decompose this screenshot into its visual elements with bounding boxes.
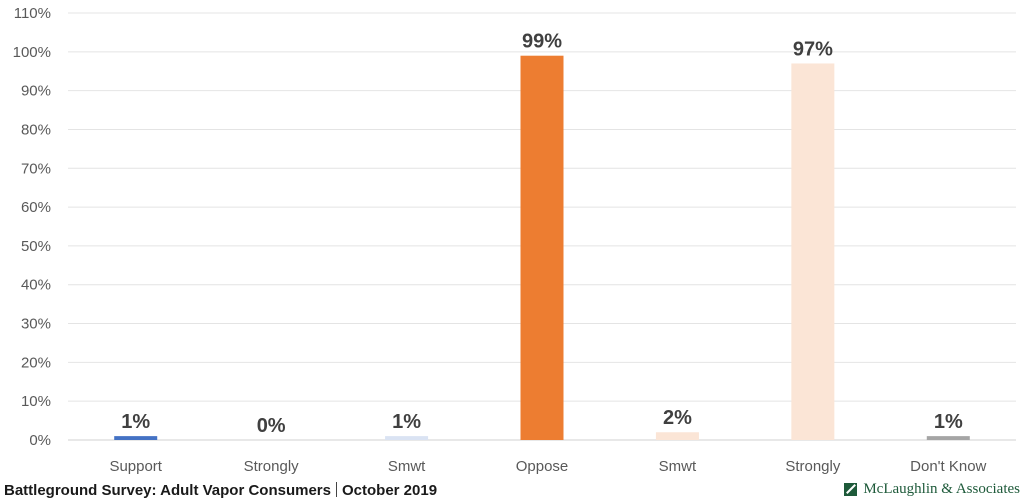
y-tick-label: 30% <box>21 316 51 333</box>
x-tick-label: Strongly <box>785 458 841 475</box>
y-tick-label: 50% <box>21 238 51 255</box>
data-label: 1% <box>121 411 150 433</box>
survey-name: Battleground Survey: Adult Vapor Consume… <box>4 482 331 499</box>
y-tick-label: 110% <box>14 5 51 22</box>
y-tick-label: 10% <box>21 393 51 410</box>
x-tick-label: Don't Know <box>910 458 986 475</box>
data-label: 2% <box>663 407 692 429</box>
y-tick-label: 0% <box>29 432 51 449</box>
x-tick-label: Oppose <box>516 458 569 475</box>
bar <box>926 436 970 440</box>
data-label: 97% <box>793 38 833 60</box>
data-label: 1% <box>392 411 421 433</box>
bar <box>385 436 429 440</box>
y-tick-label: 40% <box>21 277 51 294</box>
x-tick-label: Smwt <box>659 458 697 475</box>
y-tick-label: 20% <box>21 354 51 371</box>
y-tick-label: 80% <box>21 121 51 138</box>
data-labels: 1% 0% 1% 99% 2% 97% 1% <box>121 31 963 437</box>
x-tick-label: Strongly <box>244 458 300 475</box>
brand-name: McLaughlin & Associates <box>863 481 1020 497</box>
bar <box>520 55 564 440</box>
bar <box>791 63 835 441</box>
y-tick-label: 60% <box>21 199 51 216</box>
y-tick-label: 90% <box>21 83 51 100</box>
x-tick-label: Smwt <box>388 458 426 475</box>
data-label: 1% <box>934 411 963 433</box>
data-label: 0% <box>257 415 286 437</box>
bars <box>114 55 970 441</box>
bar <box>655 432 699 440</box>
bar <box>114 436 158 440</box>
brand-logo-icon <box>844 483 858 496</box>
x-axis-tick-labels: Support Strongly Smwt Oppose Smwt Strongly Don… <box>109 458 986 475</box>
y-axis-tick-labels: 0% 10% 20% 30% 40% 50% 60% 70% 80% 90% 100% 110% <box>13 5 51 449</box>
footer-divider <box>336 482 337 497</box>
footer-survey-title: Battleground Survey: Adult Vapor Consume… <box>4 482 437 499</box>
y-tick-label: 70% <box>21 160 51 177</box>
brand: McLaughlin & Associates <box>844 481 1020 498</box>
x-tick-label: Support <box>109 458 162 475</box>
bar-chart: 0% 10% 20% 30% 40% 50% 60% 70% 80% 90% 100% 110% 1%… <box>13 5 1016 475</box>
data-label: 99% <box>522 31 562 53</box>
survey-date: October 2019 <box>342 482 438 499</box>
y-tick-label: 100% <box>13 44 51 61</box>
